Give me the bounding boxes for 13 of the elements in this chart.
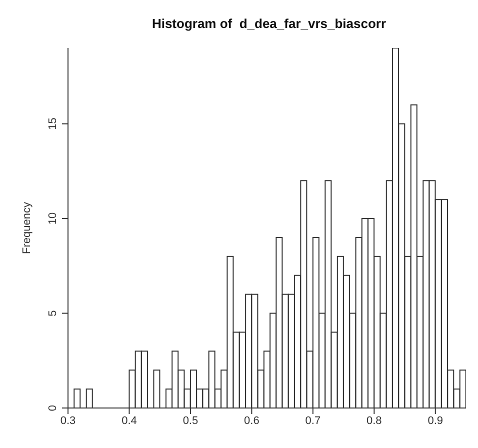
- x-tick-label: 0.3: [60, 414, 76, 427]
- x-tick-label: 0.8: [366, 414, 382, 427]
- x-tick-label: 0.6: [244, 414, 260, 427]
- x-tick-label: 0.9: [428, 414, 444, 427]
- x-tick-label: 0.5: [182, 414, 198, 427]
- y-tick-label: 0: [47, 404, 59, 412]
- y-tick-label: 5: [47, 310, 59, 316]
- y-tick-label: 10: [47, 212, 59, 225]
- x-tick-label: 0.7: [305, 414, 321, 427]
- y-axis-title: Frequency: [20, 202, 33, 254]
- y-tick-label: 15: [47, 118, 59, 130]
- chart-title: Histogram of d_dea_far_vrs_biascorr: [150, 15, 388, 33]
- x-tick-label: 0.4: [122, 414, 137, 427]
